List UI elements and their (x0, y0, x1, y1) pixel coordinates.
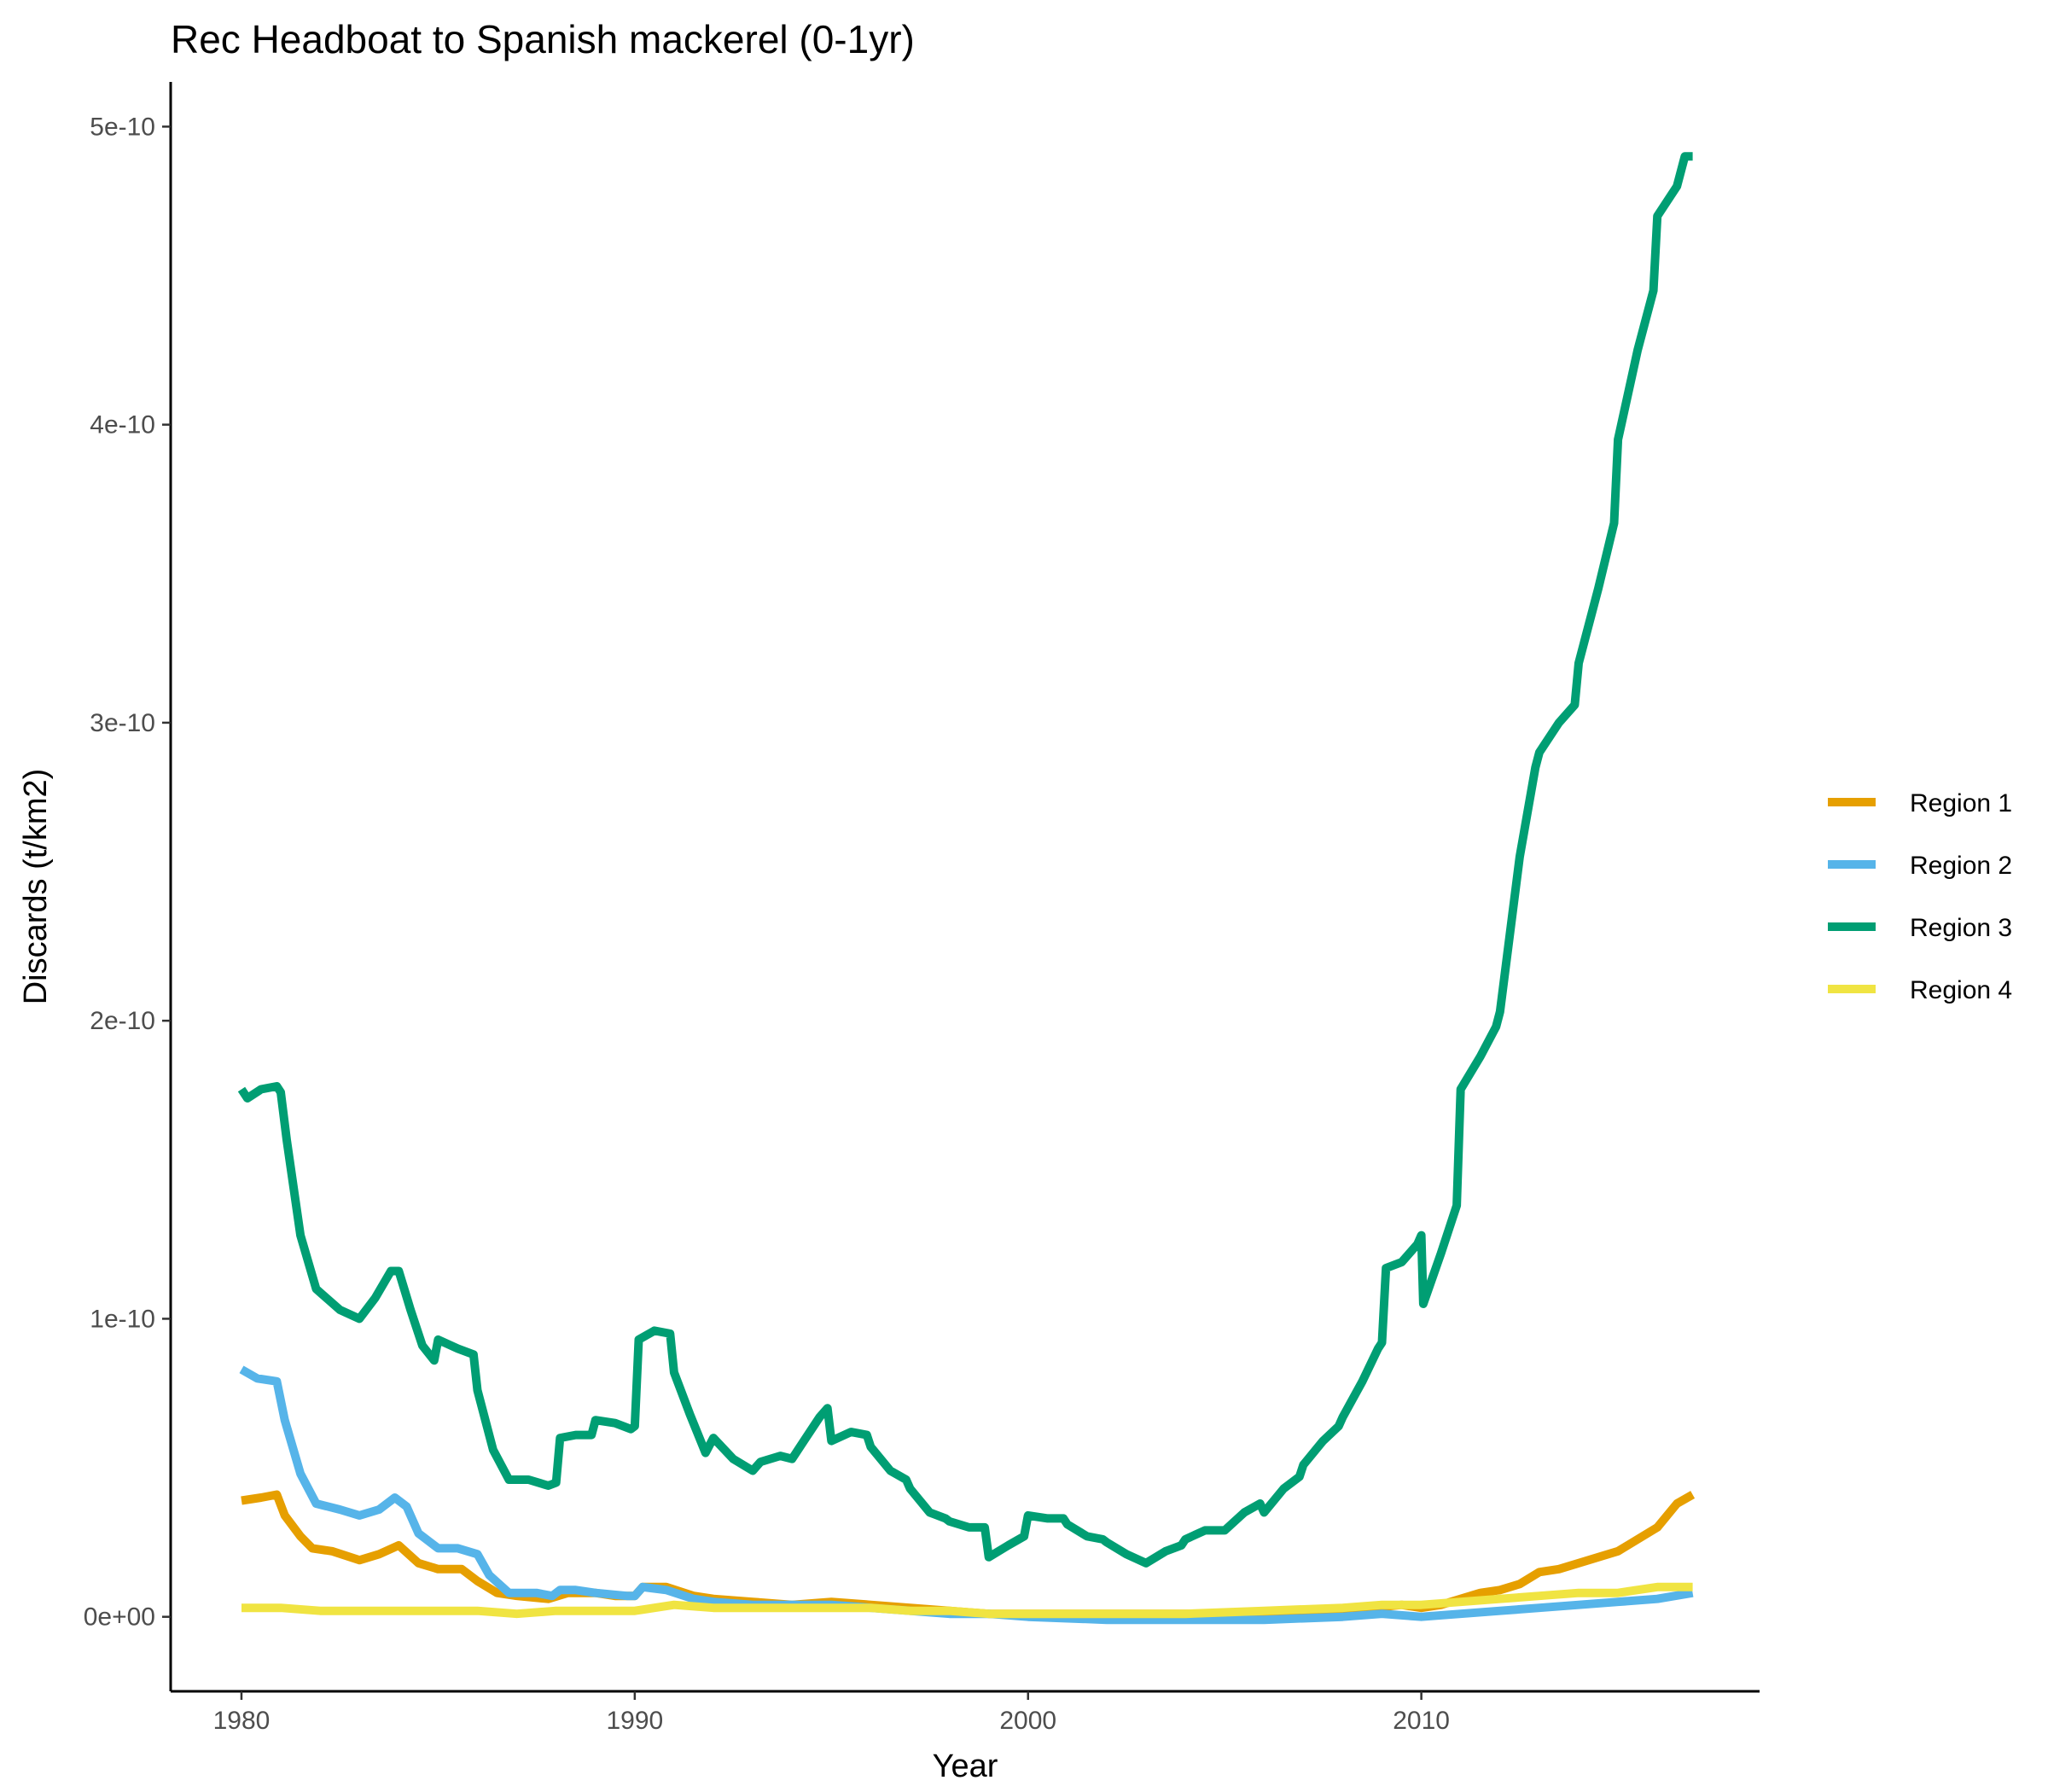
y-axis-ticks: 0e+00 1e-10 2e-10 3e-10 4e-10 5e-10 (84, 113, 171, 1632)
x-tick-label: 2000 (999, 1707, 1056, 1735)
y-tick-label: 0e+00 (84, 1603, 155, 1632)
series-line-region-4 (241, 1582, 1693, 1619)
legend-label-region-4: Region 4 (1910, 976, 2012, 1004)
plot-series (237, 152, 1696, 1625)
chart-title: Rec Headboat to Spanish mackerel (0-1yr) (171, 17, 915, 61)
y-tick-label: 4e-10 (90, 411, 155, 439)
legend: Region 1 Region 2 Region 3 Region 4 (1828, 789, 2012, 1004)
x-axis-title: Year (933, 1748, 998, 1784)
y-tick-label: 2e-10 (90, 1007, 155, 1035)
y-axis-title: Discards (t/km2) (18, 769, 54, 1005)
legend-label-region-3: Region 3 (1910, 914, 2012, 942)
legend-label-region-2: Region 2 (1910, 852, 2012, 880)
y-tick-label: 5e-10 (90, 113, 155, 141)
series-line-region-3 (237, 152, 1693, 1568)
series-line-region-1 (241, 1490, 1696, 1619)
legend-label-region-1: Region 1 (1910, 789, 2012, 817)
x-tick-label: 1990 (606, 1707, 663, 1735)
series-line-region-2 (239, 1365, 1694, 1625)
y-tick-label: 1e-10 (90, 1305, 155, 1333)
y-tick-label: 3e-10 (90, 709, 155, 737)
x-tick-label: 1980 (213, 1707, 271, 1735)
x-axis-ticks: 1980 1990 2000 2010 (213, 1691, 1450, 1735)
x-tick-label: 2010 (1393, 1707, 1450, 1735)
